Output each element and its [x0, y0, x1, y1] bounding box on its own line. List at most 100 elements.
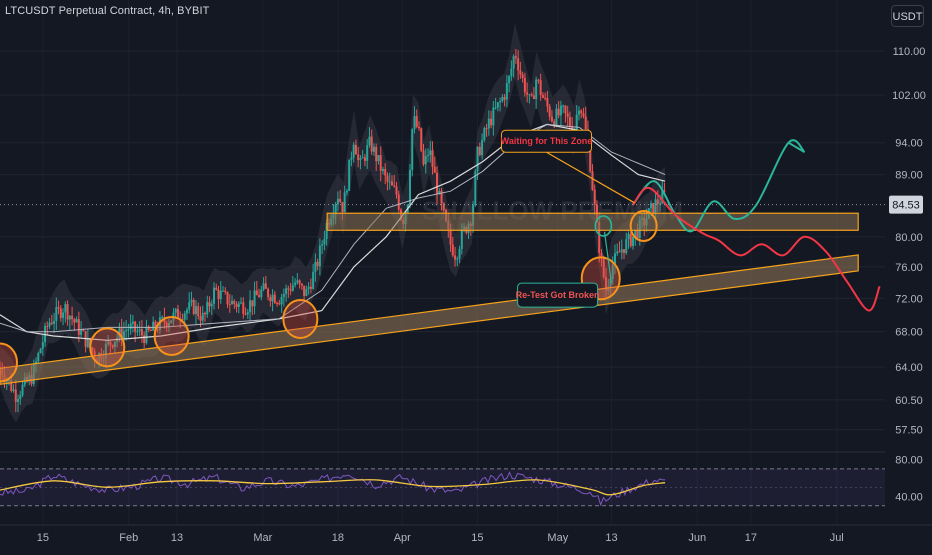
- candle-body: [654, 199, 657, 214]
- support-touch-circle: [282, 298, 319, 339]
- candle-body: [368, 136, 371, 146]
- candle-body: [370, 136, 373, 152]
- candle-body: [415, 116, 418, 127]
- candle-body: [625, 239, 628, 253]
- candle-body: [80, 330, 83, 335]
- candle-body: [57, 307, 60, 309]
- price-tick-label: 60.50: [895, 395, 923, 407]
- time-tick-label: 15: [37, 532, 49, 544]
- candle-body: [134, 321, 137, 332]
- candle-body: [145, 326, 148, 344]
- candle-body: [537, 79, 540, 81]
- candle-body: [562, 105, 565, 107]
- rsi-panel: 80.00 40.00: [0, 451, 923, 507]
- candle-body: [591, 171, 594, 190]
- candle-body: [66, 304, 69, 320]
- candle-body: [424, 156, 427, 165]
- candle-body: [390, 181, 393, 186]
- resistance-zone-box: [326, 212, 859, 231]
- price-tick-label: 76.00: [895, 262, 923, 274]
- retest-circle: [594, 215, 613, 237]
- candle-body: [291, 285, 294, 291]
- candle-body: [613, 253, 616, 265]
- candle-body: [39, 348, 42, 354]
- time-tick-label: 13: [605, 532, 617, 544]
- candle-body: [532, 95, 535, 100]
- candle-body: [350, 157, 353, 160]
- candle-body: [174, 308, 177, 313]
- candle-body: [127, 329, 130, 331]
- candle-body: [46, 326, 49, 328]
- price-tick-label: 94.00: [895, 138, 923, 150]
- candle-body: [582, 113, 585, 117]
- candle-body: [167, 323, 170, 327]
- zone-label-arrow: [546, 151, 635, 204]
- candle-body: [546, 98, 549, 107]
- candle-body: [12, 389, 15, 391]
- candle-body: [422, 150, 425, 165]
- candle-body: [77, 319, 80, 335]
- candle-body: [492, 107, 495, 126]
- candle-body: [296, 280, 299, 283]
- candle-body: [269, 297, 272, 302]
- candle-body: [618, 251, 621, 253]
- price-tick-label: 64.00: [895, 362, 923, 374]
- candle-body: [271, 294, 274, 302]
- candle-body: [611, 264, 614, 279]
- candle-body: [478, 146, 481, 156]
- candle-body: [388, 181, 391, 183]
- candle-body: [55, 307, 58, 321]
- candle-body: [427, 155, 430, 157]
- candle-body: [352, 144, 355, 158]
- candle-body: [140, 329, 143, 336]
- candle-body: [35, 361, 38, 365]
- candle-body: [208, 302, 211, 307]
- price-tick-label: 89.00: [895, 170, 923, 182]
- candle-body: [503, 97, 506, 100]
- candle-body: [539, 80, 542, 96]
- candle-body: [600, 253, 603, 259]
- bullish-projection-path: [632, 139, 806, 233]
- candle-body: [161, 317, 164, 319]
- candle-body: [420, 128, 423, 151]
- candle-body: [122, 331, 125, 340]
- candle-body: [616, 251, 619, 254]
- candle-body: [14, 389, 17, 402]
- candle-body: [343, 192, 346, 213]
- candle-body: [147, 326, 150, 330]
- candle-body: [548, 106, 551, 117]
- candle-body: [226, 292, 229, 305]
- candle-body: [366, 145, 369, 161]
- grid-lines: [0, 0, 885, 525]
- candle-body: [361, 157, 364, 159]
- current-price-label: 84.53: [892, 200, 920, 212]
- candle-body: [75, 319, 78, 323]
- candle-body: [19, 395, 22, 400]
- current-price-label-bg: [889, 195, 923, 214]
- candle-body: [181, 319, 184, 321]
- support-touch-circle: [89, 327, 126, 368]
- candle-body: [528, 94, 531, 96]
- candle-body: [379, 155, 382, 171]
- candle-body: [285, 288, 288, 295]
- candle-body: [593, 189, 596, 205]
- candle-body: [656, 199, 659, 205]
- candle-body: [73, 319, 76, 323]
- candle-body: [339, 198, 342, 203]
- candle-body: [242, 302, 245, 314]
- candle-body: [559, 105, 562, 116]
- candle-body: [82, 330, 85, 332]
- candle-body: [499, 101, 502, 103]
- candle-body: [564, 105, 567, 114]
- candle-body: [508, 76, 511, 84]
- candle-body: [438, 190, 441, 194]
- candle-body: [282, 294, 285, 298]
- currency-button[interactable]: USDT: [891, 5, 924, 27]
- candle-body: [48, 322, 51, 327]
- candle-body: [203, 312, 206, 315]
- candle-body: [476, 146, 479, 172]
- candle-body: [307, 286, 310, 289]
- candle-body: [584, 116, 587, 130]
- candle-body: [289, 289, 292, 291]
